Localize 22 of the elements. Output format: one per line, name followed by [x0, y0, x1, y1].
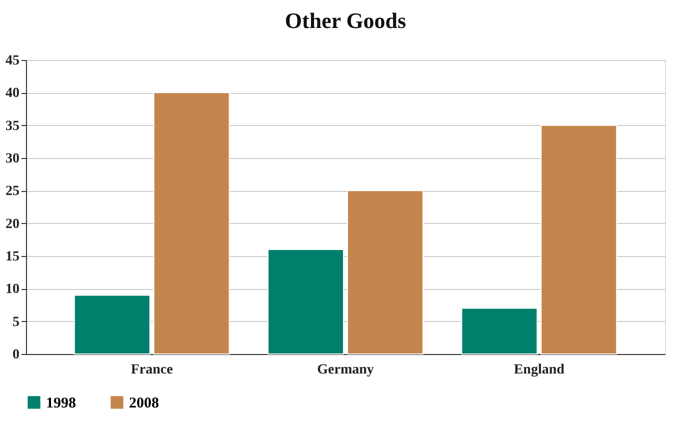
legend-label: 2008 — [129, 395, 159, 412]
bar — [268, 248, 344, 354]
bar — [74, 294, 150, 354]
x-tick-label: Germany — [317, 362, 374, 378]
bar — [540, 124, 618, 354]
y-tick-label: 15 — [6, 250, 20, 264]
y-tick-label: 5 — [12, 314, 20, 330]
chart-title: Other Goods — [284, 8, 407, 33]
y-tick-label: 40 — [6, 86, 20, 102]
y-tick-label: 30 — [6, 152, 20, 166]
y-tick-label: 10 — [6, 282, 20, 298]
y-tick-label: 0 — [12, 348, 20, 362]
y-tick-label: 45 — [6, 54, 20, 68]
x-tick-label: France — [130, 362, 173, 378]
bar — [153, 92, 230, 354]
y-tick-label: 35 — [6, 118, 20, 134]
y-tick-label: 20 — [6, 216, 20, 232]
bar — [346, 190, 424, 354]
legend-label: 1998 — [46, 395, 76, 412]
x-tick-label: England — [514, 362, 565, 378]
y-tick-label: 25 — [6, 184, 20, 200]
bar — [461, 308, 538, 354]
